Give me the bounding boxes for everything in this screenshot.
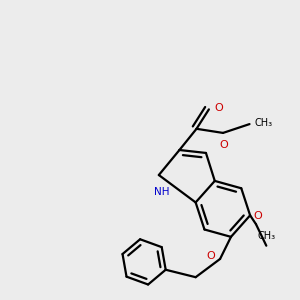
Text: CH₃: CH₃ <box>257 231 275 241</box>
Text: CH₃: CH₃ <box>255 118 273 128</box>
Text: NH: NH <box>154 187 170 197</box>
Text: O: O <box>206 251 215 261</box>
Text: O: O <box>253 211 262 221</box>
Text: O: O <box>220 140 228 150</box>
Text: O: O <box>214 103 223 113</box>
